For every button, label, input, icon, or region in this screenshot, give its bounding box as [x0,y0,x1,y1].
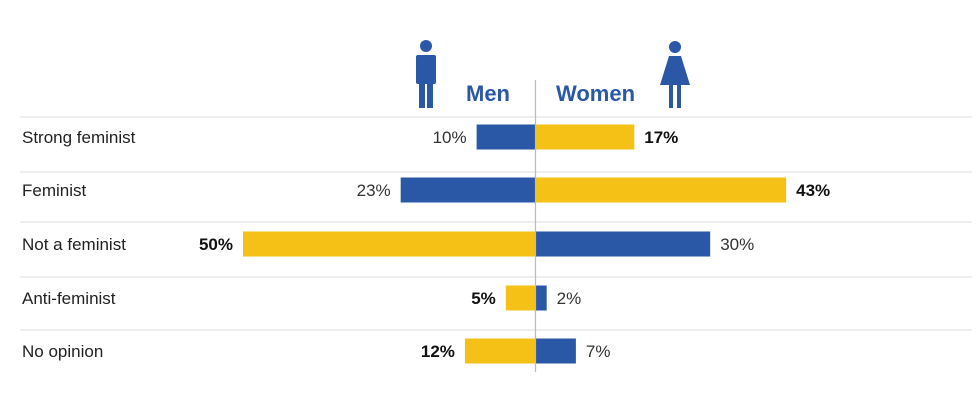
woman-icon [660,41,690,108]
bar-men [400,177,535,203]
bar-men [464,338,535,364]
bar-men [476,124,535,150]
category-label: No opinion [22,342,103,361]
bar-women [535,124,635,150]
value-label-women: 17% [644,128,678,147]
category-label: Strong feminist [22,128,136,147]
value-label-women: 30% [720,235,754,254]
category-label: Feminist [22,181,87,200]
value-label-men: 23% [357,181,391,200]
value-label-women: 7% [586,342,611,361]
bar-women [535,177,787,203]
value-label-men: 5% [471,289,496,308]
value-label-women: 2% [557,289,582,308]
legend-women: Women [556,81,635,106]
value-label-women: 43% [796,181,830,200]
man-icon [416,40,436,108]
bar-men [243,231,535,257]
category-label: Anti-feminist [22,289,116,308]
bar-women [535,285,547,311]
value-label-men: 12% [421,342,455,361]
value-label-men: 50% [199,235,233,254]
bar-women [535,231,711,257]
value-label-men: 10% [433,128,467,147]
category-label: Not a feminist [22,235,126,254]
bar-women [535,338,576,364]
legend-men: Men [466,81,510,106]
bar-men [505,285,535,311]
